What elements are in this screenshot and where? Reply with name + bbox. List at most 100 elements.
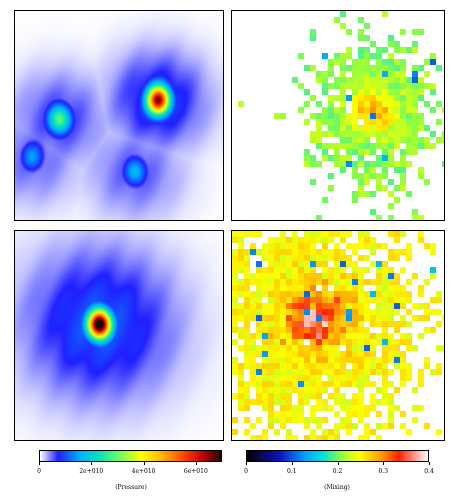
mixing-cell-top <box>370 83 376 89</box>
mixing-cell-top <box>394 125 400 131</box>
mixing-cell-top <box>388 119 394 125</box>
mixing-cell-top <box>382 95 388 101</box>
mixing-cell-top <box>346 119 352 125</box>
mixing-cell-bottom <box>322 417 328 423</box>
mixing-cell-top <box>424 179 430 185</box>
mixing-cell-bottom <box>352 279 358 285</box>
mixing-cell-bottom <box>292 291 298 297</box>
mixing-cell-bottom <box>256 285 262 291</box>
pressure-tick-mark <box>143 462 145 465</box>
mixing-cell-top <box>304 101 310 107</box>
mixing-cell-top <box>334 95 340 101</box>
mixing-cell-top <box>370 143 376 149</box>
mixing-cell-bottom <box>346 327 352 333</box>
mixing-cell-bottom <box>334 327 340 333</box>
mixing-cell-bottom <box>286 327 292 333</box>
mixing-cell-bottom <box>334 351 340 357</box>
mixing-cell-bottom <box>262 435 268 440</box>
mixing-cell-top <box>328 119 334 125</box>
mixing-cell-bottom <box>232 267 238 273</box>
mixing-cell-top <box>388 143 394 149</box>
mixing-cell-bottom <box>232 255 238 261</box>
mixing-cell-bottom <box>340 237 346 243</box>
mixing-cell-top <box>376 95 382 101</box>
mixing-cell-bottom <box>346 279 352 285</box>
mixing-cell-bottom <box>388 357 394 363</box>
mixing-cell-top <box>412 101 418 107</box>
mixing-cell-top <box>400 119 406 125</box>
mixing-cell-top <box>412 209 418 215</box>
mixing-cell-bottom <box>232 279 238 285</box>
mixing-cell-top <box>346 53 352 59</box>
mixing-cell-bottom <box>250 243 256 249</box>
mixing-cell-bottom <box>394 291 400 297</box>
mixing-cell-bottom <box>436 363 442 369</box>
mixing-cell-bottom <box>400 333 406 339</box>
mixing-cell-bottom <box>286 411 292 417</box>
mixing-scatter-top <box>238 11 444 220</box>
mixing-cell-bottom <box>268 249 274 255</box>
mixing-cell-bottom <box>262 375 268 381</box>
mixing-cell-bottom <box>322 327 328 333</box>
mixing-cell-bottom <box>430 309 436 315</box>
mixing-cell-top <box>418 167 424 173</box>
mixing-map-top <box>231 10 445 221</box>
mixing-cell-top <box>394 83 400 89</box>
mixing-cell-top <box>358 35 364 41</box>
mixing-cell-bottom <box>346 231 352 237</box>
mixing-cell-bottom <box>334 231 340 237</box>
mixing-cell-bottom <box>382 333 388 339</box>
mixing-cell-bottom <box>382 387 388 393</box>
mixing-cell-bottom <box>316 405 322 411</box>
mixing-cell-bottom <box>286 381 292 387</box>
mixing-cell-top <box>394 71 400 77</box>
mixing-cell-bottom <box>238 231 244 237</box>
mixing-cell-top <box>406 95 412 101</box>
mixing-cell-bottom <box>358 381 364 387</box>
mixing-cell-bottom <box>304 255 310 261</box>
mixing-cell-bottom <box>250 423 256 429</box>
mixing-cell-bottom <box>280 351 286 357</box>
mixing-cell-bottom <box>292 339 298 345</box>
mixing-cell-bottom <box>328 237 334 243</box>
mixing-cell-top <box>424 59 430 65</box>
mixing-cell-top <box>382 161 388 167</box>
mixing-cell-bottom <box>262 285 268 291</box>
mixing-cell-top <box>400 101 406 107</box>
mixing-cell-top <box>358 107 364 113</box>
mixing-cell-top <box>376 143 382 149</box>
mixing-cell-bottom <box>316 303 322 309</box>
mixing-cell-top <box>376 71 382 77</box>
mixing-cell-bottom <box>334 267 340 273</box>
mixing-cell-bottom <box>274 243 280 249</box>
mixing-tick-label: 0.3 <box>378 468 389 475</box>
mixing-cell-top <box>322 131 328 137</box>
mixing-cell-bottom <box>292 435 298 440</box>
mixing-cell-top <box>370 173 376 179</box>
mixing-cell-top <box>340 101 346 107</box>
mixing-cell-bottom <box>316 381 322 387</box>
mixing-cell-bottom <box>334 345 340 351</box>
mixing-cell-bottom <box>292 333 298 339</box>
mixing-cell-top <box>400 137 406 143</box>
mixing-cell-top <box>382 119 388 125</box>
mixing-cell-bottom <box>394 285 400 291</box>
mixing-cell-bottom <box>274 333 280 339</box>
mixing-cell-top <box>358 65 364 71</box>
mixing-cell-top <box>304 149 310 155</box>
mixing-cell-top <box>328 113 334 119</box>
mixing-cell-bottom <box>388 297 394 303</box>
mixing-cell-bottom <box>340 327 346 333</box>
mixing-cell-bottom <box>376 261 382 267</box>
mixing-cell-bottom <box>346 417 352 423</box>
mixing-cell-bottom <box>358 291 364 297</box>
mixing-cell-bottom <box>376 297 382 303</box>
mixing-tick-mark <box>246 462 247 465</box>
mixing-cell-bottom <box>370 399 376 405</box>
mixing-cell-bottom <box>322 399 328 405</box>
mixing-cell-bottom <box>340 315 346 321</box>
mixing-cell-bottom <box>268 297 274 303</box>
mixing-cell-bottom <box>400 339 406 345</box>
mixing-cell-top <box>304 155 310 161</box>
mixing-cell-top <box>418 119 424 125</box>
